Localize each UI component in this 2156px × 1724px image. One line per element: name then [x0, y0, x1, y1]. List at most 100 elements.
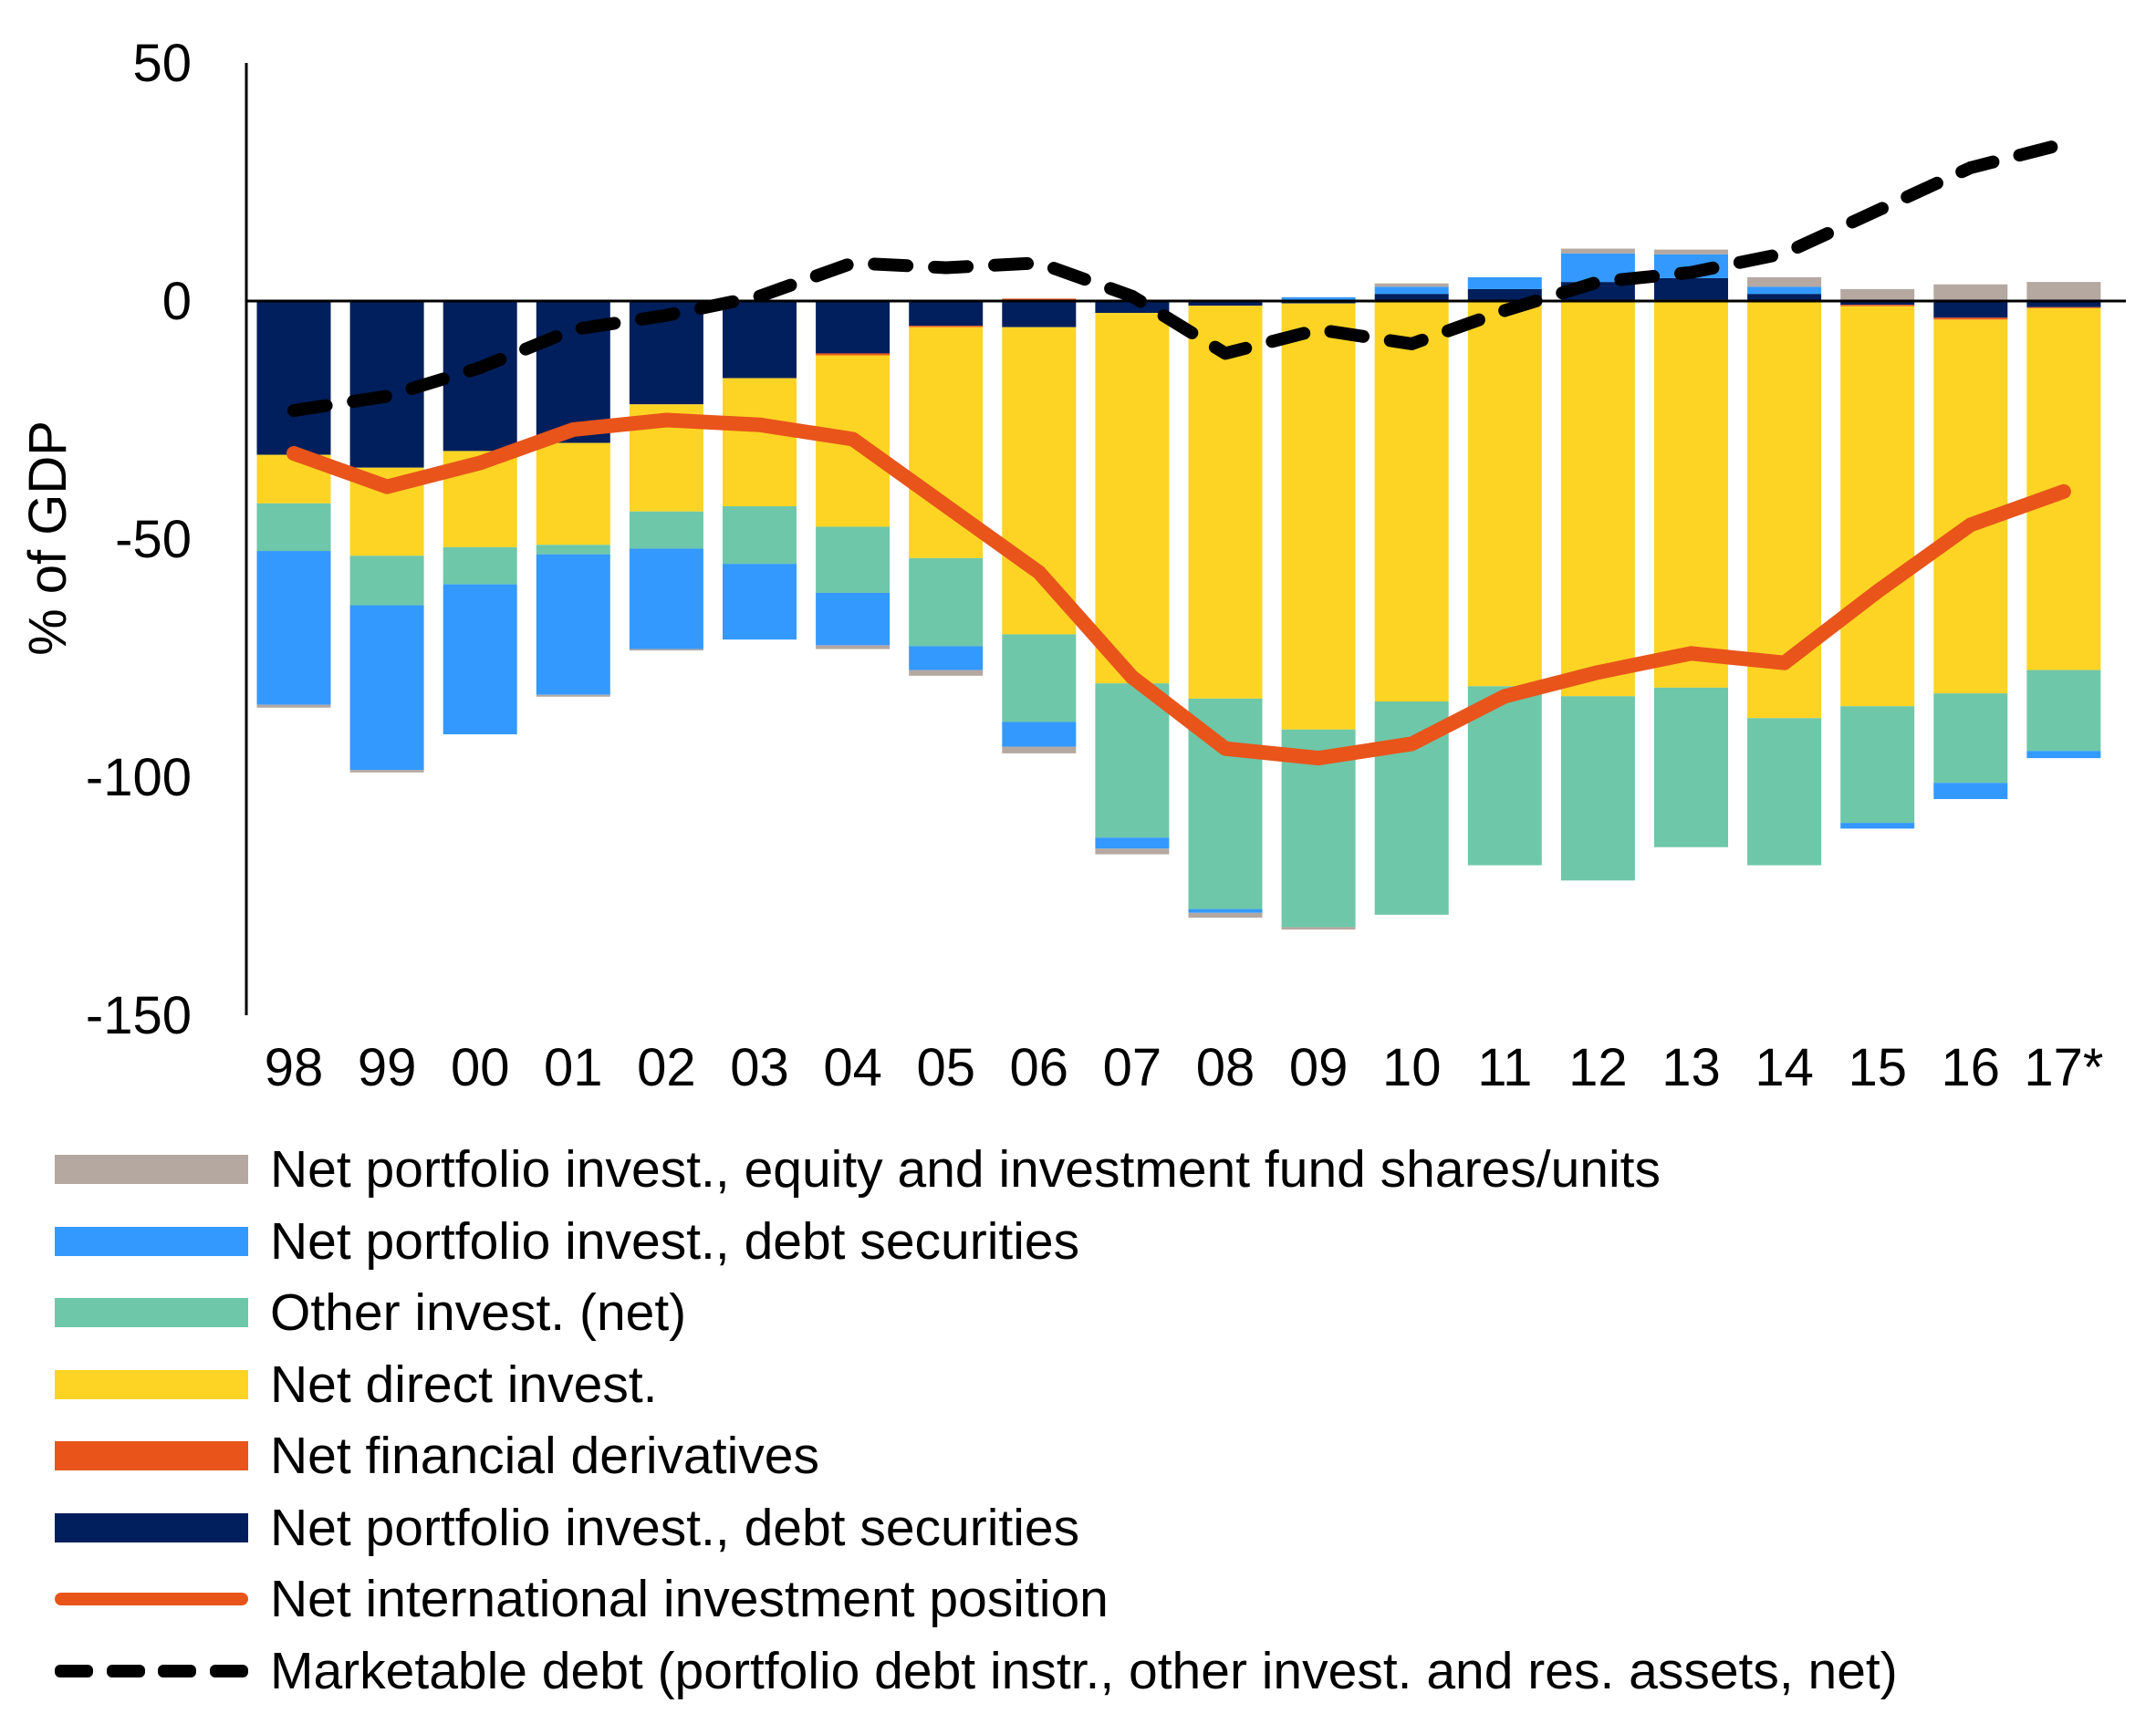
bar-other: [443, 546, 517, 585]
bar-equity: [1747, 276, 1822, 287]
x-tick-label: 15: [1848, 1038, 1907, 1097]
legend-label: Net portfolio invest., debt securities: [270, 1498, 1080, 1557]
legend-item: Net portfolio invest., debt securities: [55, 1492, 1898, 1564]
bar-fdi: [1654, 301, 1728, 688]
bar-other: [1095, 683, 1170, 838]
y-tick-label: -50: [115, 510, 192, 569]
bar-deriv: [909, 326, 984, 327]
bar-other: [1747, 718, 1822, 866]
bar-pdebt: [1374, 286, 1449, 295]
x-tick-label: 08: [1196, 1038, 1255, 1097]
legend-label: Marketable debt (portfolio debt instr., …: [270, 1641, 1898, 1700]
bar-navy: [2026, 301, 2101, 307]
bar-navy: [909, 301, 984, 327]
legend-item: Other invest. (net): [55, 1277, 1898, 1349]
bar-pdebt: [1281, 296, 1356, 301]
line-marketable-debt: [287, 137, 2070, 418]
legend-swatch: [55, 1298, 248, 1328]
bar-equity: [349, 770, 424, 773]
x-tick-label: 99: [358, 1038, 417, 1097]
bar-pdebt: [349, 605, 424, 771]
bar-equity: [1374, 283, 1449, 287]
bar-navy: [1840, 301, 1915, 306]
bar-pdebt: [1933, 783, 2008, 800]
bar-deriv: [1933, 317, 2008, 320]
legend-item: Net portfolio invest., equity and invest…: [55, 1134, 1898, 1206]
bar-equity: [1840, 288, 1915, 301]
legend-label: Other invest. (net): [270, 1283, 687, 1343]
x-tick-label: 13: [1661, 1038, 1721, 1097]
bar-other: [1840, 706, 1915, 824]
bar-fdi: [1281, 303, 1356, 730]
x-tick-label: 98: [265, 1038, 324, 1097]
bar-fdi: [723, 378, 797, 506]
bar-pdebt: [2026, 751, 2101, 759]
bar-fdi: [1933, 319, 2008, 694]
bar-fdi: [1560, 301, 1635, 697]
legend-swatch: [55, 1441, 248, 1471]
x-tick-label: 16: [1942, 1038, 2001, 1097]
x-tick-label: 06: [1010, 1038, 1069, 1097]
bar-equity: [1654, 249, 1728, 254]
bar-fdi: [1840, 306, 1915, 707]
bar-other: [2026, 670, 2101, 752]
legend: Net portfolio invest., equity and invest…: [55, 1134, 1898, 1707]
bar-fdi: [1095, 313, 1170, 684]
bar-other: [1933, 693, 2008, 784]
bar-pdebt: [443, 584, 517, 735]
bar-fdi: [1467, 301, 1542, 687]
bar-pdebt: [1747, 286, 1822, 295]
y-tick-label: -150: [86, 986, 192, 1045]
legend-swatch: [55, 1593, 248, 1606]
x-tick-label: 17*: [2024, 1038, 2103, 1097]
bar-navy: [1933, 301, 2008, 318]
axes-layer: 50 0 -50 -100 -150 98 99 00 01 02 03 04 05 06 07 08 09 10…: [86, 34, 2126, 1097]
y-tick-label: -100: [86, 748, 192, 807]
legend-item: Net financial derivatives: [55, 1420, 1898, 1492]
bar-equity: [909, 670, 984, 676]
bar-pdebt: [909, 646, 984, 670]
bar-navy: [1095, 301, 1170, 314]
legend-item: Net direct invest.: [55, 1349, 1898, 1421]
bar-pdebt: [723, 564, 797, 640]
bar-other: [1654, 687, 1728, 847]
bar-other: [816, 526, 891, 593]
bar-equity: [536, 694, 610, 697]
bar-other: [1002, 634, 1077, 722]
x-tick-label: 00: [451, 1038, 510, 1097]
bar-equity: [1560, 248, 1635, 254]
bar-equity: [2026, 282, 2101, 301]
bar-pdebt: [1840, 823, 1915, 829]
x-tick-label: 09: [1289, 1038, 1349, 1097]
bar-navy: [256, 301, 331, 455]
legend-item: Net portfolio invest., debt securities: [55, 1206, 1898, 1278]
bar-navy: [443, 301, 517, 452]
legend-swatch: [55, 1664, 248, 1677]
x-tick-label: 01: [544, 1038, 603, 1097]
bar-equity: [1095, 848, 1170, 855]
bar-navy: [1374, 294, 1449, 301]
bar-deriv: [2026, 306, 2101, 308]
bar-equity: [816, 645, 891, 649]
bar-pdebt: [629, 548, 703, 649]
legend-label: Net portfolio invest., debt securities: [270, 1211, 1080, 1271]
x-tick-label: 07: [1103, 1038, 1162, 1097]
bar-pdebt: [816, 592, 891, 646]
x-tick-label: 03: [730, 1038, 789, 1097]
bar-deriv: [1840, 305, 1915, 306]
legend-label: Net financial derivatives: [270, 1427, 819, 1486]
x-tick-label: 10: [1382, 1038, 1442, 1097]
legend-label: Net direct invest.: [270, 1355, 658, 1414]
bar-navy: [1654, 277, 1728, 300]
bar-fdi: [1002, 327, 1077, 635]
bar-deriv: [816, 353, 891, 356]
legend-item: Marketable debt (portfolio debt instr., …: [55, 1636, 1898, 1708]
legend-swatch: [55, 1512, 248, 1542]
bar-other: [629, 511, 703, 549]
y-tick-label: 0: [162, 272, 192, 331]
bar-navy: [816, 301, 891, 354]
bar-navy: [1747, 294, 1822, 301]
lines-layer: [286, 137, 2071, 766]
bar-navy: [1467, 288, 1542, 301]
bar-equity: [1002, 746, 1077, 753]
